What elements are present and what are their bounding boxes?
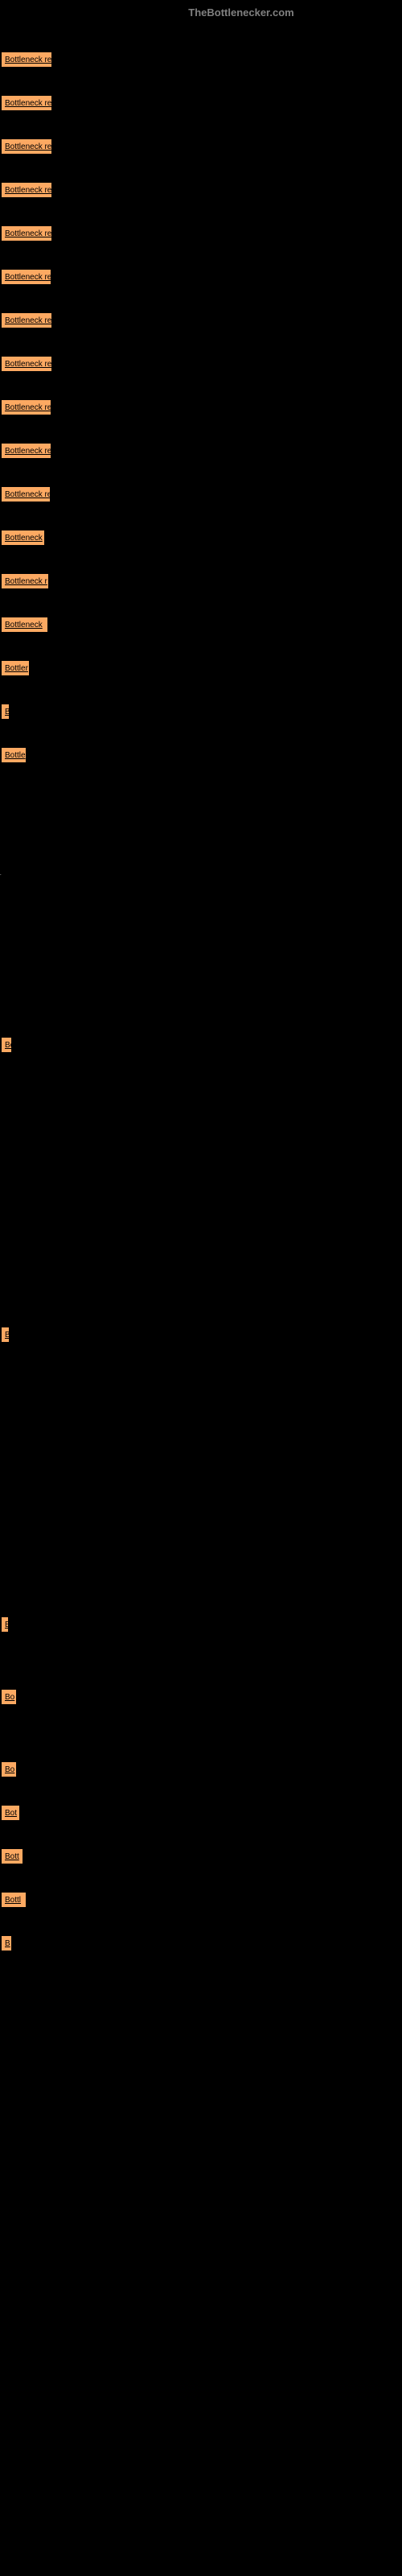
- bar-label[interactable]: Bottleneck: [5, 534, 43, 543]
- bar-label[interactable]: Bottleneck res: [5, 142, 53, 151]
- bar-label[interactable]: B: [5, 1620, 10, 1629]
- chart-bar[interactable]: B: [0, 1934, 13, 1952]
- chart-container: Bottleneck resBottleneck resBottleneck r…: [0, 19, 402, 35]
- bar-label[interactable]: B: [5, 708, 10, 716]
- chart-bar[interactable]: Bottleneck res: [0, 138, 53, 155]
- bar-label[interactable]: B: [5, 1331, 10, 1340]
- chart-bar[interactable]: Bottl: [0, 1891, 27, 1909]
- bar-row: Bottleneck: [0, 616, 402, 634]
- bar-row: Bottleneck res: [0, 138, 402, 155]
- bar-label[interactable]: Bottleneck res: [5, 186, 53, 195]
- bar-label[interactable]: Bo: [5, 1693, 14, 1702]
- bar-row: Bottleneck res: [0, 181, 402, 199]
- chart-bar[interactable]: Bottleneck: [0, 616, 49, 634]
- chart-bar[interactable]: Bottler: [0, 659, 31, 677]
- bar-row: Bottleneck res: [0, 94, 402, 112]
- bar-row: B: [0, 1934, 402, 1952]
- bar-label[interactable]: Bo: [5, 1765, 14, 1774]
- chart-bar[interactable]: Bottle: [0, 746, 27, 764]
- chart-bar[interactable]: B: [0, 703, 10, 720]
- chart-bar[interactable]: Bott: [0, 1847, 24, 1865]
- bar-row: Bottleneck res: [0, 51, 402, 68]
- page-header: TheBottlenecker.com: [0, 0, 402, 19]
- bar-label[interactable]: Bottleneck re: [5, 403, 51, 412]
- chart-bar[interactable]: Bottleneck re: [0, 485, 51, 503]
- chart-bar[interactable]: Bottleneck re: [0, 442, 52, 460]
- bar-row: Bottleneck re: [0, 268, 402, 286]
- bar-row: Bottleneck r: [0, 572, 402, 590]
- bar-label[interactable]: Bottleneck: [5, 621, 43, 630]
- bar-label[interactable]: Bottleneck res: [5, 99, 53, 108]
- bar-row: Bottleneck res: [0, 225, 402, 242]
- bar-row: Bottleneck re: [0, 398, 402, 416]
- chart-bar[interactable]: B: [0, 1616, 10, 1633]
- bar-label[interactable]: Bottleneck res: [5, 56, 53, 64]
- chart-bar[interactable]: Bo: [0, 1036, 13, 1054]
- chart-bar[interactable]: Bottleneck res: [0, 51, 53, 68]
- chart-bar[interactable]: Bottleneck res: [0, 355, 53, 373]
- chart-bar[interactable]: Bottleneck res: [0, 312, 53, 329]
- bar-label[interactable]: Bottleneck res: [5, 360, 53, 369]
- tick-label: .: [0, 872, 2, 877]
- bar-row: Bo: [0, 1036, 402, 1054]
- bar-label[interactable]: Bottleneck re: [5, 490, 51, 499]
- chart-bar[interactable]: Bottleneck re: [0, 268, 52, 286]
- bar-row: Bo: [0, 1761, 402, 1778]
- bar-label[interactable]: B: [5, 1939, 10, 1948]
- bar-row: B: [0, 1326, 402, 1344]
- bar-row: Bottleneck re: [0, 442, 402, 460]
- bar-label[interactable]: Bottleneck r: [5, 577, 47, 586]
- chart-bar[interactable]: Bottleneck: [0, 529, 46, 547]
- bar-label[interactable]: Bottleneck re: [5, 273, 51, 282]
- bar-label[interactable]: Bo: [5, 1041, 13, 1050]
- bar-row: Bot: [0, 1804, 402, 1822]
- bar-row: B: [0, 703, 402, 720]
- bar-row: Bottleneck res: [0, 355, 402, 373]
- bar-label[interactable]: Bottleneck res: [5, 316, 53, 325]
- chart-bar[interactable]: Bot: [0, 1804, 21, 1822]
- bar-row: Bottleneck: [0, 529, 402, 547]
- chart-bar[interactable]: Bottleneck r: [0, 572, 50, 590]
- bar-label[interactable]: Bott: [5, 1852, 19, 1861]
- bar-label[interactable]: Bot: [5, 1809, 17, 1818]
- bar-label[interactable]: Bottle: [5, 751, 26, 760]
- chart-bar[interactable]: Bo: [0, 1761, 18, 1778]
- bar-label[interactable]: Bottleneck re: [5, 447, 51, 456]
- chart-bar[interactable]: Bottleneck re: [0, 398, 52, 416]
- chart-bar[interactable]: Bo: [0, 1688, 18, 1706]
- chart-bar[interactable]: Bottleneck res: [0, 94, 53, 112]
- chart-bar[interactable]: Bottleneck res: [0, 181, 53, 199]
- bar-label[interactable]: Bottl: [5, 1896, 21, 1905]
- bar-row: Bottle: [0, 746, 402, 764]
- bar-row: Bott: [0, 1847, 402, 1865]
- bar-label[interactable]: Bottler: [5, 664, 28, 673]
- bar-row: Bo: [0, 1688, 402, 1706]
- bar-row: Bottleneck res: [0, 312, 402, 329]
- bar-row: Bottler: [0, 659, 402, 677]
- bar-row: Bottl: [0, 1891, 402, 1909]
- chart-bar[interactable]: Bottleneck res: [0, 225, 53, 242]
- bar-row: Bottleneck re: [0, 485, 402, 503]
- bar-row: B: [0, 1616, 402, 1633]
- chart-bar[interactable]: B: [0, 1326, 10, 1344]
- bar-label[interactable]: Bottleneck res: [5, 229, 53, 238]
